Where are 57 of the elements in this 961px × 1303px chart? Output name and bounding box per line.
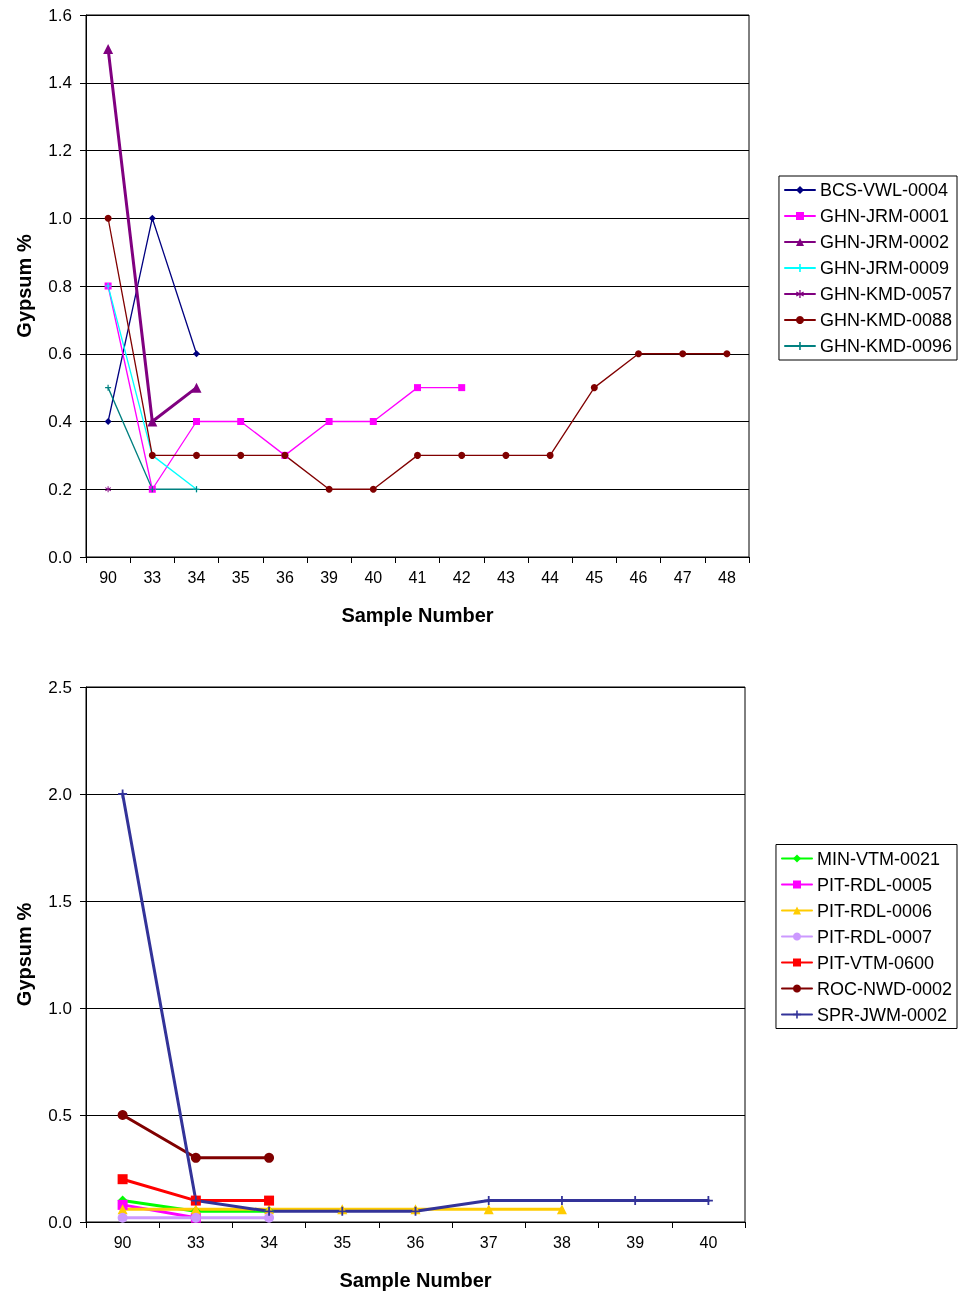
x-tick-label: 45 [585,568,604,586]
y-tick-label: 0.2 [48,479,72,499]
y-tick-label: 0.8 [48,276,72,296]
legend-label: GHN-KMD-0057 [819,284,952,304]
legend-label: PIT-RDL-0007 [816,926,933,947]
y-tick-label: 0.5 [48,1105,72,1125]
x-tick-label: 37 [479,1233,498,1251]
x-tick-label: 35 [231,568,250,586]
legend-label: GHN-JRM-0009 [819,258,949,278]
legend-label: GHN-KMD-0088 [819,310,952,330]
y-tick-label: 1.2 [48,141,72,160]
legend-label: PIT-RDL-0005 [816,874,933,895]
x-tick-label: 41 [408,568,427,586]
y-tick-label: 1.4 [48,73,72,93]
x-tick-label: 40 [364,568,383,586]
x-tick-label: 38 [553,1233,571,1251]
y-tick-label: 0.4 [48,412,72,431]
x-tick-label: 33 [186,1233,205,1251]
legend-label: GHN-JRM-0002 [819,232,949,252]
x-tick-label: 48 [718,568,736,586]
y-tick-label: 0.0 [48,547,72,567]
y-tick-label: 1.6 [48,5,72,25]
x-tick-label: 33 [143,568,162,586]
legend-label: BCS-VWL-0004 [819,180,949,200]
y-tick-label: 0.6 [48,344,72,364]
x-tick-label: 90 [99,568,118,586]
y-tick-label: 2.5 [48,677,72,697]
x-tick-label: 34 [187,568,206,586]
x-tick-label: 36 [276,568,294,586]
y-tick-label: 2.0 [48,784,72,804]
legend-label: MIN-VTM-0021 [816,848,941,869]
x-tick-label: 39 [320,568,339,586]
x-tick-label: 34 [260,1233,279,1251]
y-axis-title: Gypsum % [13,902,35,1007]
x-tick-label: 39 [626,1233,645,1251]
y-tick-label: 1.0 [48,208,72,228]
y-tick-label: 0.0 [48,1212,72,1232]
legend-label: PIT-RDL-0006 [816,900,933,921]
y-tick-label: 1.5 [48,891,72,911]
x-tick-label: 42 [452,568,471,586]
x-tick-label: 35 [333,1233,352,1251]
x-tick-label: 44 [541,568,560,586]
legend-label: GHN-JRM-0001 [819,206,949,226]
legend-label: GHN-KMD-0096 [819,336,952,356]
x-tick-label: 90 [113,1233,132,1251]
x-tick-label: 46 [629,568,648,586]
y-axis-title: Gypsum % [13,234,35,338]
x-tick-label: 40 [699,1233,718,1251]
y-tick-label: 1.0 [48,998,72,1018]
x-tick-label: 47 [673,568,692,586]
x-tick-label: 36 [406,1233,425,1251]
legend-label: SPR-JWM-0002 [816,1004,948,1025]
legend-label: ROC-NWD-0002 [816,978,953,999]
x-tick-label: 43 [497,568,515,586]
x-axis-title: Sample Number [341,604,494,626]
legend-label: PIT-VTM-0600 [816,952,935,973]
x-axis-title: Sample Number [339,1269,492,1291]
